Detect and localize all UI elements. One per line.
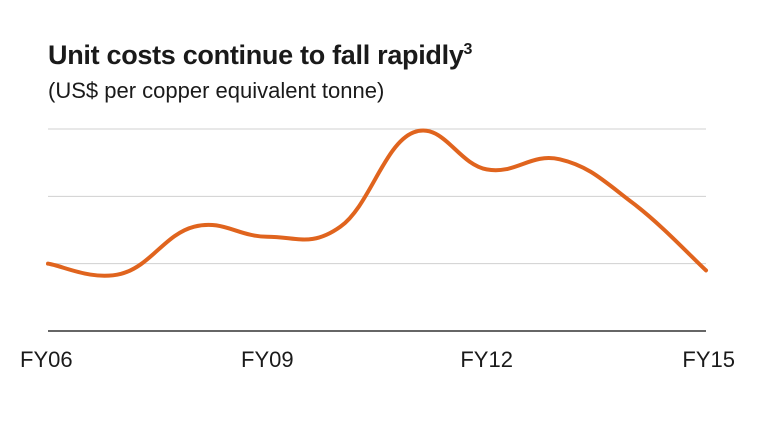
x-tick-label: FY12 [460, 347, 513, 372]
x-tick-label: FY06 [20, 347, 73, 372]
chart-title: Unit costs continue to fall rapidly3 [48, 40, 472, 71]
series-line-0 [46, 128, 708, 278]
chart-subtitle: (US$ per copper equivalent tonne) [48, 78, 385, 103]
x-tick-label: FY15 [682, 347, 735, 372]
x-tick-label: FY09 [241, 347, 294, 372]
chart-title-text: Unit costs continue to fall rapidly [48, 40, 464, 70]
title-footnote-marker: 3 [463, 41, 473, 58]
